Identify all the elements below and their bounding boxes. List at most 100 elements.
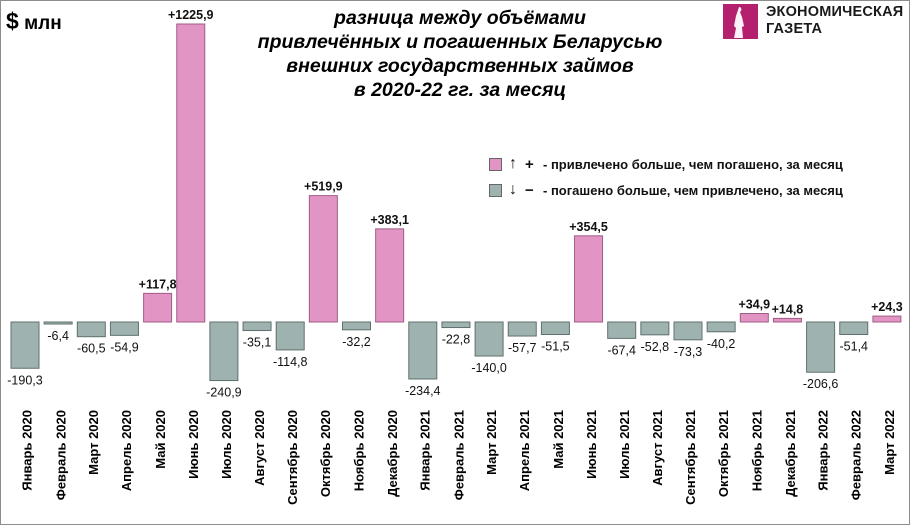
x-axis-label: Апрель 2020 <box>114 410 134 520</box>
data-label: -234,4 <box>405 384 440 398</box>
x-axis-label: Декабрь 2021 <box>777 410 797 520</box>
data-label: +117,8 <box>139 277 177 291</box>
x-axis-label-text: Октябрь 2020 <box>318 410 334 498</box>
x-axis-label-text: Июнь 2020 <box>185 410 201 479</box>
x-axis-label: Апрель 2021 <box>512 410 532 520</box>
plus-sign: + <box>525 155 534 173</box>
x-axis-label: Январь 2020 <box>15 410 35 520</box>
x-axis-label-text: Март 2021 <box>484 410 500 475</box>
x-axis-label: Февраль 2022 <box>844 410 864 520</box>
data-label: +1225,9 <box>168 8 214 22</box>
logo-line-1: ЭКОНОМИЧЕСКАЯ <box>766 4 904 20</box>
x-axis-label-text: Апрель 2020 <box>119 410 135 492</box>
x-axis-label-text: Ноябрь 2020 <box>351 410 367 492</box>
legend-label: - погашено больше, чем привлечено, за ме… <box>543 182 843 198</box>
bar-negative <box>43 321 73 325</box>
bar-positive <box>872 315 902 323</box>
x-axis-label-text: Ноябрь 2021 <box>749 410 765 492</box>
bar-negative <box>474 321 504 357</box>
bar-negative <box>76 321 106 338</box>
legend-swatch-gray <box>489 183 502 197</box>
data-label: -60,5 <box>77 342 106 356</box>
bar-negative <box>441 321 471 329</box>
data-label: -51,5 <box>541 340 570 354</box>
data-label: -40,2 <box>707 337 736 351</box>
x-axis-label: Май 2020 <box>148 410 168 520</box>
title-line: разница между объёмами <box>334 7 586 29</box>
x-axis-label: Декабрь 2020 <box>380 410 400 520</box>
x-axis-label: Июнь 2021 <box>579 410 599 520</box>
publisher-logo: ЭКОНОМИЧЕСКАЯ ГАЗЕТА <box>723 3 903 39</box>
x-axis-label-text: Февраль 2020 <box>53 410 69 501</box>
data-label: -51,4 <box>840 339 869 353</box>
x-axis-label: Сентябрь 2020 <box>280 410 300 520</box>
bar-negative <box>839 321 869 335</box>
x-axis-label-text: Май 2021 <box>550 410 566 469</box>
x-axis-label: Март 2021 <box>479 410 499 520</box>
data-label: -114,8 <box>273 355 308 369</box>
bar-positive <box>772 317 802 323</box>
x-axis-label-text: Июнь 2021 <box>583 410 599 479</box>
bar-negative <box>806 321 836 373</box>
x-axis-label-text: Декабрь 2020 <box>384 410 400 497</box>
x-axis-label-text: Август 2020 <box>252 410 268 486</box>
arrow-down-icon: ↓ <box>509 181 517 198</box>
data-label: -6,4 <box>47 329 69 343</box>
logo-line-2: ГАЗЕТА <box>766 21 823 37</box>
bar-positive <box>176 23 206 323</box>
title-line: привлечённых и погашенных Беларусью <box>257 31 663 53</box>
bar-negative <box>607 321 637 339</box>
data-label: +383,1 <box>370 213 409 227</box>
x-axis-label: Октябрь 2021 <box>711 410 731 520</box>
x-axis-label-text: Октябрь 2021 <box>716 410 732 498</box>
bar-negative <box>109 321 139 336</box>
x-axis-label-text: Сентябрь 2021 <box>683 410 698 505</box>
x-axis-label-text: Декабрь 2021 <box>782 410 798 497</box>
x-axis-label: Март 2020 <box>81 410 101 520</box>
data-label: -240,9 <box>206 386 241 400</box>
x-axis-label-text: Февраль 2022 <box>848 410 864 501</box>
data-label: -32,2 <box>342 335 371 349</box>
bar-negative <box>242 321 272 332</box>
bar-negative <box>342 321 371 331</box>
bar-positive <box>739 313 769 323</box>
x-axis-label-text: Август 2021 <box>649 410 665 486</box>
x-axis-label-text: Январь 2022 <box>815 410 831 491</box>
data-label: +519,9 <box>304 180 343 194</box>
chart-title: разница между объёмами привлечённых и по… <box>230 6 690 102</box>
data-label: +34,9 <box>738 298 770 312</box>
dollar-symbol: $ <box>6 8 19 34</box>
x-axis-label: Январь 2021 <box>413 410 433 520</box>
x-axis-label-text: Май 2020 <box>152 410 168 469</box>
x-axis-label: Январь 2022 <box>811 410 831 520</box>
data-label: -54,9 <box>110 340 139 354</box>
x-axis-label-text: Июль 2021 <box>616 410 632 479</box>
bar-positive <box>375 228 405 323</box>
bar-negative <box>209 321 239 382</box>
data-label: -67,4 <box>607 343 636 357</box>
legend-item-positive: ↑ + - привлечено больше, чем погашено, з… <box>489 151 843 177</box>
data-label: -206,6 <box>803 377 838 391</box>
legend-swatch-pink <box>489 157 502 171</box>
data-label: -190,3 <box>7 373 42 387</box>
data-label: -73,3 <box>674 345 703 359</box>
x-axis-label-text: Март 2020 <box>86 410 102 475</box>
unit-label: млн <box>24 13 62 34</box>
arrow-up-icon: ↑ <box>509 155 517 172</box>
title-line: внешних государственных займов <box>286 55 634 77</box>
bar-positive <box>143 292 173 323</box>
data-label: +24,3 <box>871 300 903 314</box>
y-axis-unit: $ млн <box>6 8 62 35</box>
x-axis-label: Ноябрь 2021 <box>744 410 764 520</box>
x-axis-label-text: Сентябрь 2020 <box>285 410 301 505</box>
legend-label: - привлечено больше, чем погашено, за ме… <box>543 156 843 172</box>
x-axis-label: Февраль 2020 <box>48 410 68 520</box>
x-axis-label: Сентябрь 2021 <box>678 410 698 520</box>
minus-sign: − <box>525 181 534 199</box>
bar-negative <box>706 321 736 333</box>
x-axis-label-text: Июль 2020 <box>218 410 234 479</box>
bar-negative <box>540 321 570 336</box>
data-label: -22,8 <box>442 333 471 347</box>
x-axis-label-text: Январь 2021 <box>417 410 433 491</box>
